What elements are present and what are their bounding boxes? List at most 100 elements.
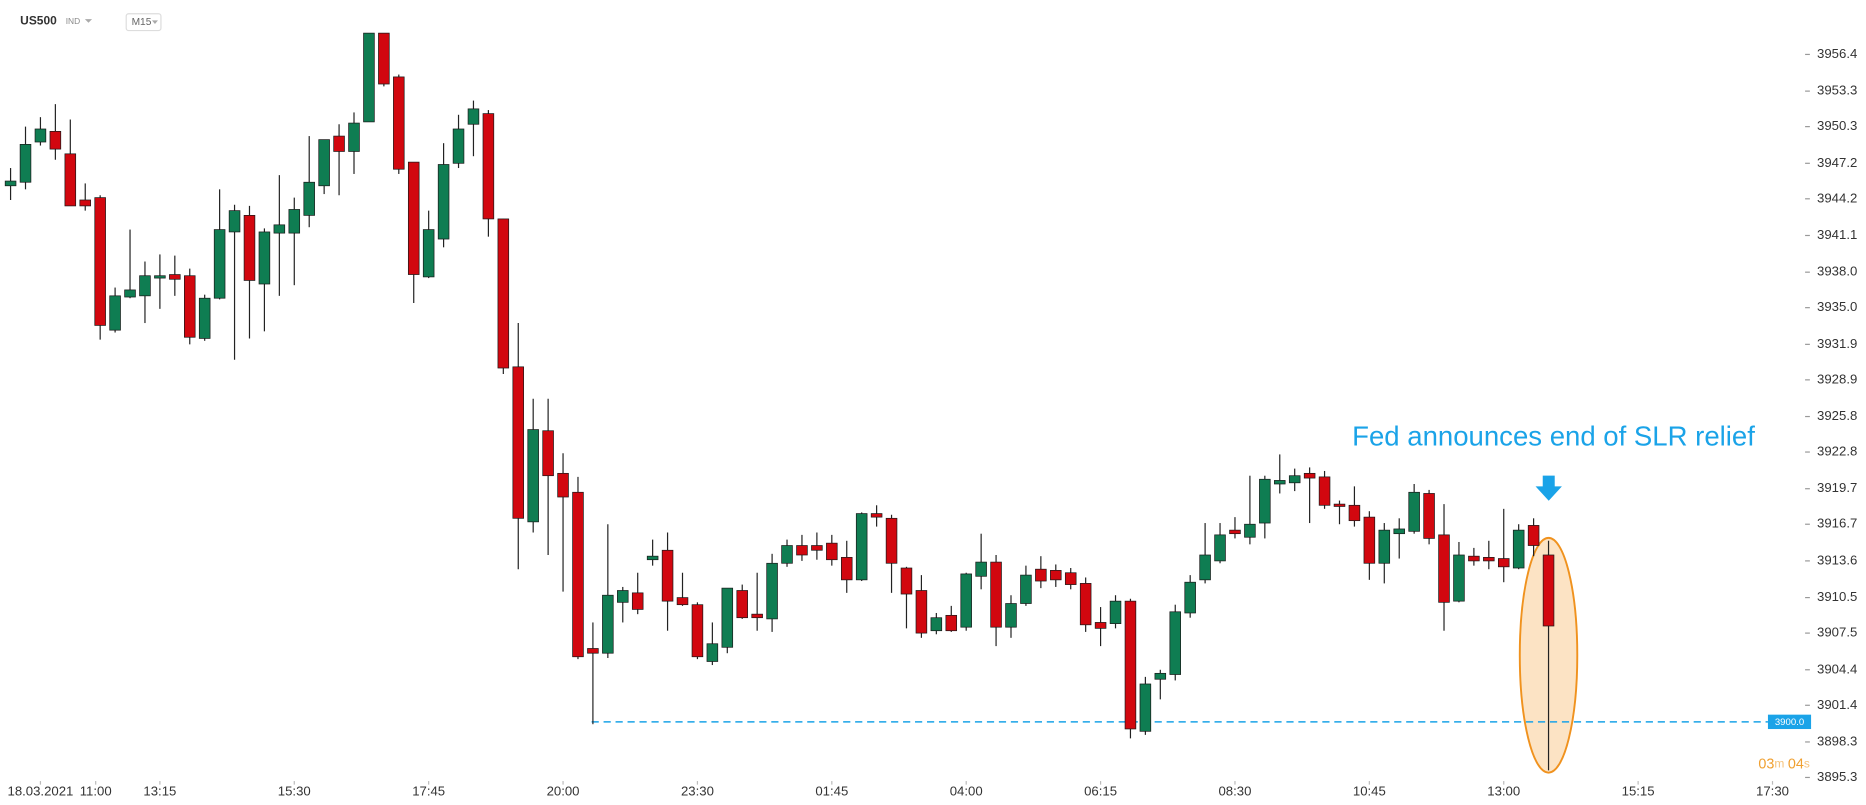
candle-body [1542,554,1555,627]
candle-body [557,472,569,498]
y-tick-label: 3898.3 [1817,733,1857,748]
candle-body [840,556,853,581]
candle-body [1094,622,1107,629]
market: IND [66,16,80,26]
y-tick-label: 3895.3 [1817,769,1857,784]
candle-body [661,549,674,602]
candle-body [1318,476,1331,506]
y-tick-label: 3907.5 [1817,625,1857,640]
countdown-unit: m [1774,756,1784,770]
candle-body [527,429,539,523]
candle-body [721,587,734,648]
candle-body [452,128,465,164]
annotation-arrow [1535,475,1562,501]
candle-body [811,545,823,551]
y-tick-label: 3953.3 [1817,83,1857,98]
candle-body [1483,556,1495,562]
countdown-seconds: 04 [1788,756,1804,772]
candle-body [602,594,614,654]
x-tick-label: 15:30 [278,783,311,798]
candle-body [1468,555,1480,562]
symbol: US500 [20,14,57,28]
candle-body [198,297,211,339]
candle-body [766,562,778,620]
candle-body [1064,572,1077,585]
x-tick-label: 15:15 [1622,783,1655,798]
y-tick-label: 3922.8 [1817,444,1857,459]
candle-body [990,561,1002,628]
candle-body [213,229,226,299]
candle-body [1124,600,1137,730]
candle-body [826,542,838,561]
candle-body [900,567,913,595]
candles [4,32,1555,771]
candle-body [4,180,17,187]
x-tick-label: 01:45 [815,783,848,798]
candle-body [781,545,793,564]
candle-body [1512,529,1525,569]
candle-body [1079,583,1092,626]
candle-body [1348,504,1361,522]
candle-body [94,197,106,326]
candle-body [1005,603,1017,628]
candle-body [572,491,584,658]
x-tick-label: 17:30 [1756,783,1789,798]
candle-body [736,590,748,619]
header: US500 IND M15 [20,13,162,32]
candle-body [631,592,644,610]
candle-body [1214,534,1226,562]
candle-body [960,573,972,628]
y-tick-label: 3931.9 [1817,336,1857,351]
candle-body [363,32,375,123]
candle-body [751,613,763,619]
x-tick-label: 06:15 [1084,783,1117,798]
timeframe-button[interactable] [125,13,162,32]
candle-body [870,513,883,518]
y-tick-label: 3925.8 [1817,408,1857,423]
level-label: 3900.0 [1775,717,1804,728]
x-tick-label: 20:00 [547,783,580,798]
y-tick-label: 3901.4 [1817,697,1857,712]
x-tick-label: 10:45 [1353,783,1386,798]
candle-body [184,275,196,338]
candle-body [706,643,719,662]
y-tick-label: 3919.7 [1817,480,1857,495]
candle-body [19,144,32,183]
candle-body [855,513,868,581]
candle-body [1438,534,1450,603]
candle-body [333,135,345,152]
candle-body [796,545,808,556]
candle-body [646,555,659,561]
candle-body [437,164,450,240]
candle-body [1154,672,1167,680]
candle-body [542,430,554,477]
candle-body [79,199,91,207]
candle-body [975,561,987,577]
y-tick-label: 3947.2 [1817,155,1857,170]
candle-body [885,517,898,564]
candle-body [1259,478,1271,524]
candle-body [1453,554,1465,602]
candle-body [1393,528,1405,535]
candle-body [139,275,151,297]
candle-body [1139,683,1152,732]
countdown-minutes: 03 [1758,756,1774,772]
candle-body [1050,570,1062,581]
x-tick-label: 23:30 [681,783,714,798]
candle-body [243,215,256,281]
candle-body [1020,574,1032,604]
candle-body [1244,523,1256,538]
dropdown-caret[interactable] [84,19,93,23]
candle-body [617,590,629,603]
candle-body [512,366,525,519]
candle-body [1363,516,1376,564]
candle-body [1527,525,1540,546]
candle-body [303,181,315,216]
candle-body [691,604,704,658]
candle-body [1497,558,1510,568]
candle-body [378,32,390,85]
candle-body [154,275,166,279]
candle-body [169,274,181,280]
candle-body [228,210,241,233]
